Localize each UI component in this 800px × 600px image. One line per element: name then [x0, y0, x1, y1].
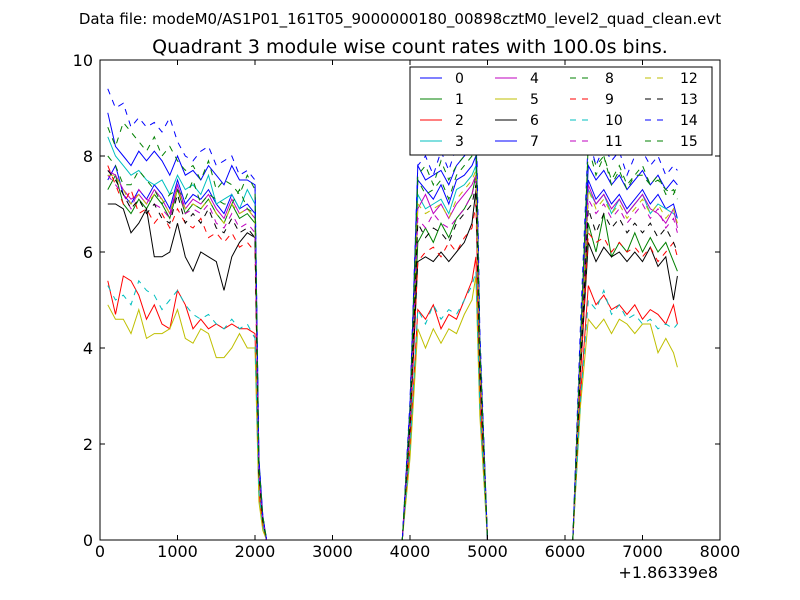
legend-label-0: 0	[455, 71, 464, 87]
series-line-9	[107, 165, 678, 540]
legend-label-7: 7	[530, 134, 539, 150]
series-line-7	[107, 112, 678, 540]
legend-label-13: 13	[680, 92, 698, 108]
series-line-14	[107, 88, 678, 540]
y-tick-label: 0	[83, 531, 93, 550]
x-tick-label: 2000	[235, 542, 276, 561]
x-tick-label: 5000	[467, 542, 508, 561]
legend-frame	[409, 66, 713, 156]
x-tick-label: 0	[95, 542, 105, 561]
x-tick-label: 7000	[622, 542, 663, 561]
series-line-2	[107, 256, 678, 540]
x-offset-label: +1.86339e8	[618, 563, 718, 582]
legend-label-14: 14	[680, 113, 698, 129]
series-line-8	[107, 141, 678, 540]
chart-title: Quadrant 3 module wise count rates with …	[152, 36, 668, 58]
series-line-13	[107, 170, 678, 540]
y-tick-label: 8	[83, 147, 93, 166]
y-tick-label: 6	[83, 243, 93, 262]
series-line-4	[107, 169, 678, 540]
y-tick-label: 10	[73, 51, 93, 70]
y-tick-label: 4	[83, 339, 93, 358]
y-tick-label: 2	[83, 435, 93, 454]
x-tick-label: 8000	[700, 542, 741, 561]
legend-label-2: 2	[455, 113, 464, 129]
legend-label-5: 5	[530, 92, 539, 108]
legend-label-6: 6	[530, 113, 539, 129]
x-tick-label: 3000	[312, 542, 353, 561]
x-tick-label: 6000	[545, 542, 586, 561]
legend-label-12: 12	[680, 71, 698, 87]
x-tick-label: 1000	[157, 542, 198, 561]
legend-label-8: 8	[605, 71, 614, 87]
series-line-12	[107, 170, 678, 540]
series-line-1	[107, 173, 678, 540]
series-line-5	[107, 275, 678, 540]
series-line-11	[107, 174, 678, 540]
legend-label-9: 9	[605, 92, 614, 108]
series-line-10	[107, 271, 678, 540]
series-layer	[107, 88, 678, 540]
legend-label-15: 15	[680, 134, 698, 150]
x-tick-label: 4000	[390, 542, 431, 561]
legend-label-4: 4	[530, 71, 539, 87]
legend-label-3: 3	[455, 134, 464, 150]
legend-label-1: 1	[455, 92, 464, 108]
legend-label-10: 10	[605, 113, 623, 129]
series-line-6	[107, 189, 678, 540]
legend-label-11: 11	[605, 134, 623, 150]
data-file-header: Data file: modeM0/AS1P01_161T05_90000001…	[79, 10, 721, 29]
series-line-3	[107, 136, 678, 540]
